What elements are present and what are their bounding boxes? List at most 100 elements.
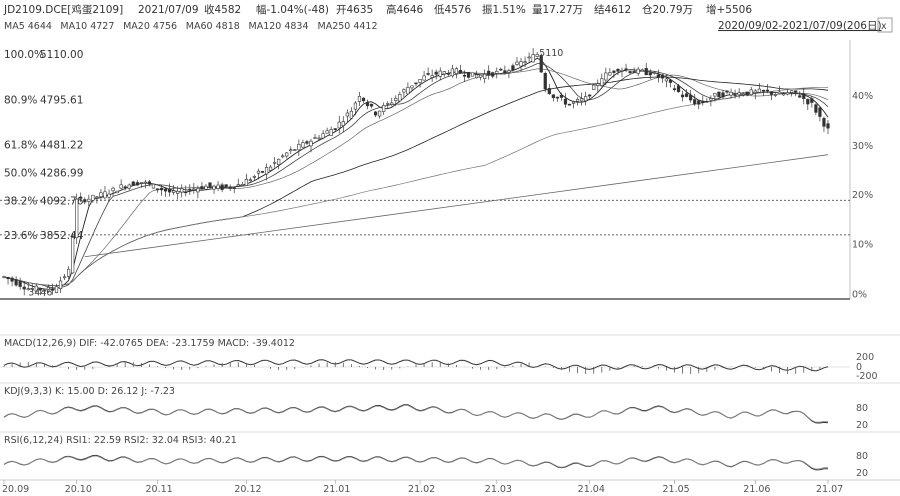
candle-body [414,82,418,85]
candle-body [717,91,721,98]
candle-body [753,90,757,94]
candle-body [600,78,604,86]
candle-body [438,70,442,77]
candle-body [810,98,814,103]
candle-body [450,68,454,77]
x-tick-label: 21.02 [408,484,435,495]
candle-body [769,91,774,95]
candle-body [188,188,192,191]
fib-value-label: 4286.99 [40,167,83,179]
candle-body [2,276,6,278]
candle-body [422,75,426,81]
candle-body [418,78,422,83]
x-tick-label: 21.05 [663,484,690,495]
fibonacci-levels: 100.0%5110.00 80.9% 4795.61 61.8% 4481.22 50.… [0,49,850,242]
candle-body [361,97,366,102]
x-tick-label: 21.01 [323,484,350,495]
candle-body [317,137,321,140]
x-tick-label: 20.12 [234,484,261,495]
candle-body [248,179,252,181]
candle-body [660,74,664,79]
candle-body [220,184,224,190]
candle-body [398,94,402,102]
candle-body [200,186,204,190]
candle-body [773,94,778,96]
candle-body [705,100,709,103]
candle-body [224,184,228,187]
candle-body [624,68,628,71]
candle-body [729,91,733,96]
candle-body [668,79,673,83]
candle-body [58,280,63,289]
right-axis-label: 40% [852,91,873,102]
candle-body [394,98,398,101]
close-panel-button[interactable]: x [877,17,893,33]
candle-body [232,187,236,189]
candle-body [42,289,46,292]
candle-body [159,187,164,191]
candle-body [406,87,410,95]
rsi-tick-80: 80 [856,451,868,462]
candle-body [297,144,301,151]
candle-body [555,96,559,99]
volume-label: 量17.27万 [532,4,583,16]
macd-histogram [3,362,829,374]
ma-legend: MA5 4644 MA10 4727 MA20 4756 MA60 4818 MA120… [4,21,378,32]
price-panel [0,40,851,300]
ma-legend-item: MA20 4756 [123,21,177,32]
candle-body [337,121,341,129]
candle-body [503,70,507,73]
candle-body [382,105,386,112]
position-label: 仓20.79万 [642,3,693,16]
candle-body [680,94,685,98]
candle-body [369,103,374,107]
ma250-line [84,154,829,258]
rsi1-line [3,454,829,471]
candle-body [374,111,378,116]
candle-body [264,167,269,175]
candle-body [46,287,51,292]
candle-body [531,54,535,63]
candle-body [709,98,713,101]
candle-body [604,72,608,81]
ma-line [3,63,829,289]
right-axis-label: 20% [852,190,873,201]
candle-body [79,197,83,199]
candle-body [676,85,681,93]
high-label: 高4646 [386,3,424,16]
fib-value-label: 4795.61 [40,94,83,106]
right-axis-label: 30% [852,141,873,152]
candle-body [357,96,362,102]
candle-body [281,155,285,158]
candle-body [155,188,160,191]
candle-body [168,189,172,193]
candle-body [689,94,693,101]
candle-body [644,68,648,76]
kdj-k-line [3,404,829,424]
candle-body [115,190,119,194]
candle-body [18,280,22,287]
candle-body [499,68,503,71]
candle-body [196,188,200,193]
candle-body [592,84,596,90]
rsi-tick-20: 20 [856,468,868,479]
fib-value-label: 4092.76 [40,195,84,207]
candle-body [268,166,273,171]
candle-body [176,190,180,194]
ma-line [3,86,829,287]
macd-tick-200: 200 [856,352,874,363]
candle-body [139,182,143,184]
right-axis-label: 10% [852,240,873,251]
ma-legend-item: MA60 4818 [186,21,240,32]
candle-body [386,103,390,105]
candle-body [701,100,705,104]
ma-legend-item: MA250 4412 [318,21,378,32]
candle-body [273,161,277,164]
rsi-panel: RSI(6,12,24) RSI1: 22.59 RSI2: 32.04 RSI… [0,431,900,479]
candle-body [430,75,434,78]
candle-body [725,90,729,93]
ma-line [3,76,829,287]
candle-body [402,89,406,93]
date-range-label: 2020/09/02-2021/07/09(206日) [718,20,882,32]
candle-body [802,93,806,99]
